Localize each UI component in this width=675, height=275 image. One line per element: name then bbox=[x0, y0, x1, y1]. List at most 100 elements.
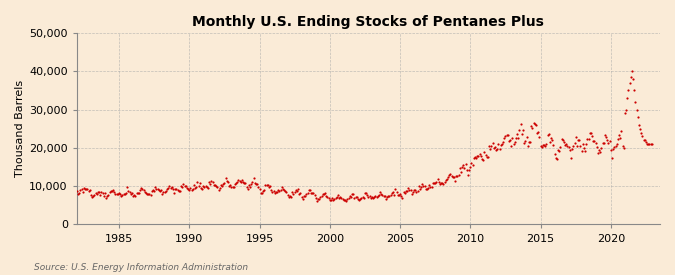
Point bbox=[169, 190, 180, 195]
Point bbox=[634, 123, 645, 127]
Point bbox=[413, 184, 424, 188]
Point bbox=[588, 139, 599, 143]
Point bbox=[567, 147, 578, 151]
Point bbox=[170, 187, 181, 191]
Point bbox=[128, 194, 138, 198]
Point bbox=[260, 183, 271, 187]
Point bbox=[209, 182, 219, 187]
Point bbox=[218, 182, 229, 186]
Point bbox=[555, 145, 566, 150]
Point bbox=[236, 178, 247, 183]
Point bbox=[351, 195, 362, 199]
Point bbox=[121, 191, 132, 195]
Point bbox=[250, 182, 261, 186]
Point bbox=[562, 144, 573, 148]
Point bbox=[591, 145, 602, 150]
Point bbox=[165, 186, 176, 191]
Point bbox=[623, 88, 634, 93]
Point bbox=[253, 185, 264, 189]
Point bbox=[527, 126, 538, 130]
Point bbox=[369, 195, 379, 199]
Point bbox=[470, 154, 481, 159]
Point bbox=[483, 144, 494, 148]
Point bbox=[158, 189, 169, 194]
Point bbox=[277, 187, 288, 191]
Point bbox=[580, 142, 591, 147]
Point bbox=[578, 145, 589, 150]
Point bbox=[188, 186, 198, 191]
Point bbox=[486, 144, 497, 148]
Point bbox=[180, 183, 191, 188]
Point bbox=[593, 150, 603, 155]
Point bbox=[97, 191, 108, 195]
Point bbox=[460, 162, 471, 166]
Point bbox=[301, 192, 312, 196]
Point bbox=[371, 194, 382, 199]
Point bbox=[330, 196, 341, 200]
Point bbox=[90, 191, 101, 195]
Point bbox=[488, 146, 499, 150]
Point bbox=[549, 152, 560, 156]
Point bbox=[161, 187, 172, 192]
Point bbox=[192, 180, 202, 185]
Point bbox=[205, 182, 216, 186]
Point bbox=[392, 192, 403, 197]
Point bbox=[541, 142, 551, 147]
Point bbox=[204, 180, 215, 184]
Point bbox=[215, 183, 226, 187]
Point bbox=[341, 199, 352, 203]
Point bbox=[475, 154, 486, 158]
Point bbox=[248, 176, 259, 180]
Point bbox=[608, 147, 618, 151]
Point bbox=[483, 155, 493, 159]
Point bbox=[590, 140, 601, 145]
Point bbox=[379, 194, 390, 198]
Point bbox=[540, 144, 551, 148]
Point bbox=[269, 191, 280, 196]
Point bbox=[77, 190, 88, 194]
Point bbox=[615, 136, 626, 140]
Point bbox=[422, 187, 433, 191]
Point bbox=[585, 131, 596, 135]
Point bbox=[385, 193, 396, 197]
Point bbox=[502, 133, 512, 137]
Point bbox=[184, 188, 194, 192]
Point bbox=[607, 155, 618, 160]
Point bbox=[199, 185, 210, 189]
Point bbox=[95, 193, 106, 197]
Point bbox=[500, 134, 511, 138]
Point bbox=[507, 136, 518, 140]
Point bbox=[148, 188, 159, 193]
Point bbox=[566, 156, 576, 160]
Point bbox=[80, 186, 90, 191]
Point bbox=[519, 140, 530, 145]
Point bbox=[417, 182, 428, 186]
Point bbox=[513, 136, 524, 141]
Point bbox=[99, 191, 110, 195]
Point bbox=[634, 126, 645, 131]
Point bbox=[427, 181, 438, 185]
Point bbox=[628, 77, 639, 81]
Point bbox=[255, 191, 266, 196]
Point bbox=[101, 196, 111, 200]
Point bbox=[73, 192, 84, 196]
Point bbox=[259, 187, 269, 192]
Point bbox=[454, 166, 465, 170]
Point bbox=[524, 139, 535, 144]
Point bbox=[76, 187, 87, 192]
Point bbox=[481, 155, 492, 159]
Point bbox=[448, 175, 458, 180]
Point bbox=[419, 184, 430, 188]
Point bbox=[464, 168, 475, 172]
Point bbox=[310, 196, 321, 200]
Point bbox=[495, 142, 506, 147]
Point bbox=[440, 178, 451, 182]
Point bbox=[429, 181, 439, 186]
Point bbox=[178, 182, 189, 186]
Point bbox=[402, 189, 412, 194]
Point bbox=[505, 137, 516, 142]
Point bbox=[201, 185, 212, 189]
Point bbox=[378, 194, 389, 198]
Point bbox=[558, 138, 568, 142]
Point bbox=[594, 148, 605, 152]
